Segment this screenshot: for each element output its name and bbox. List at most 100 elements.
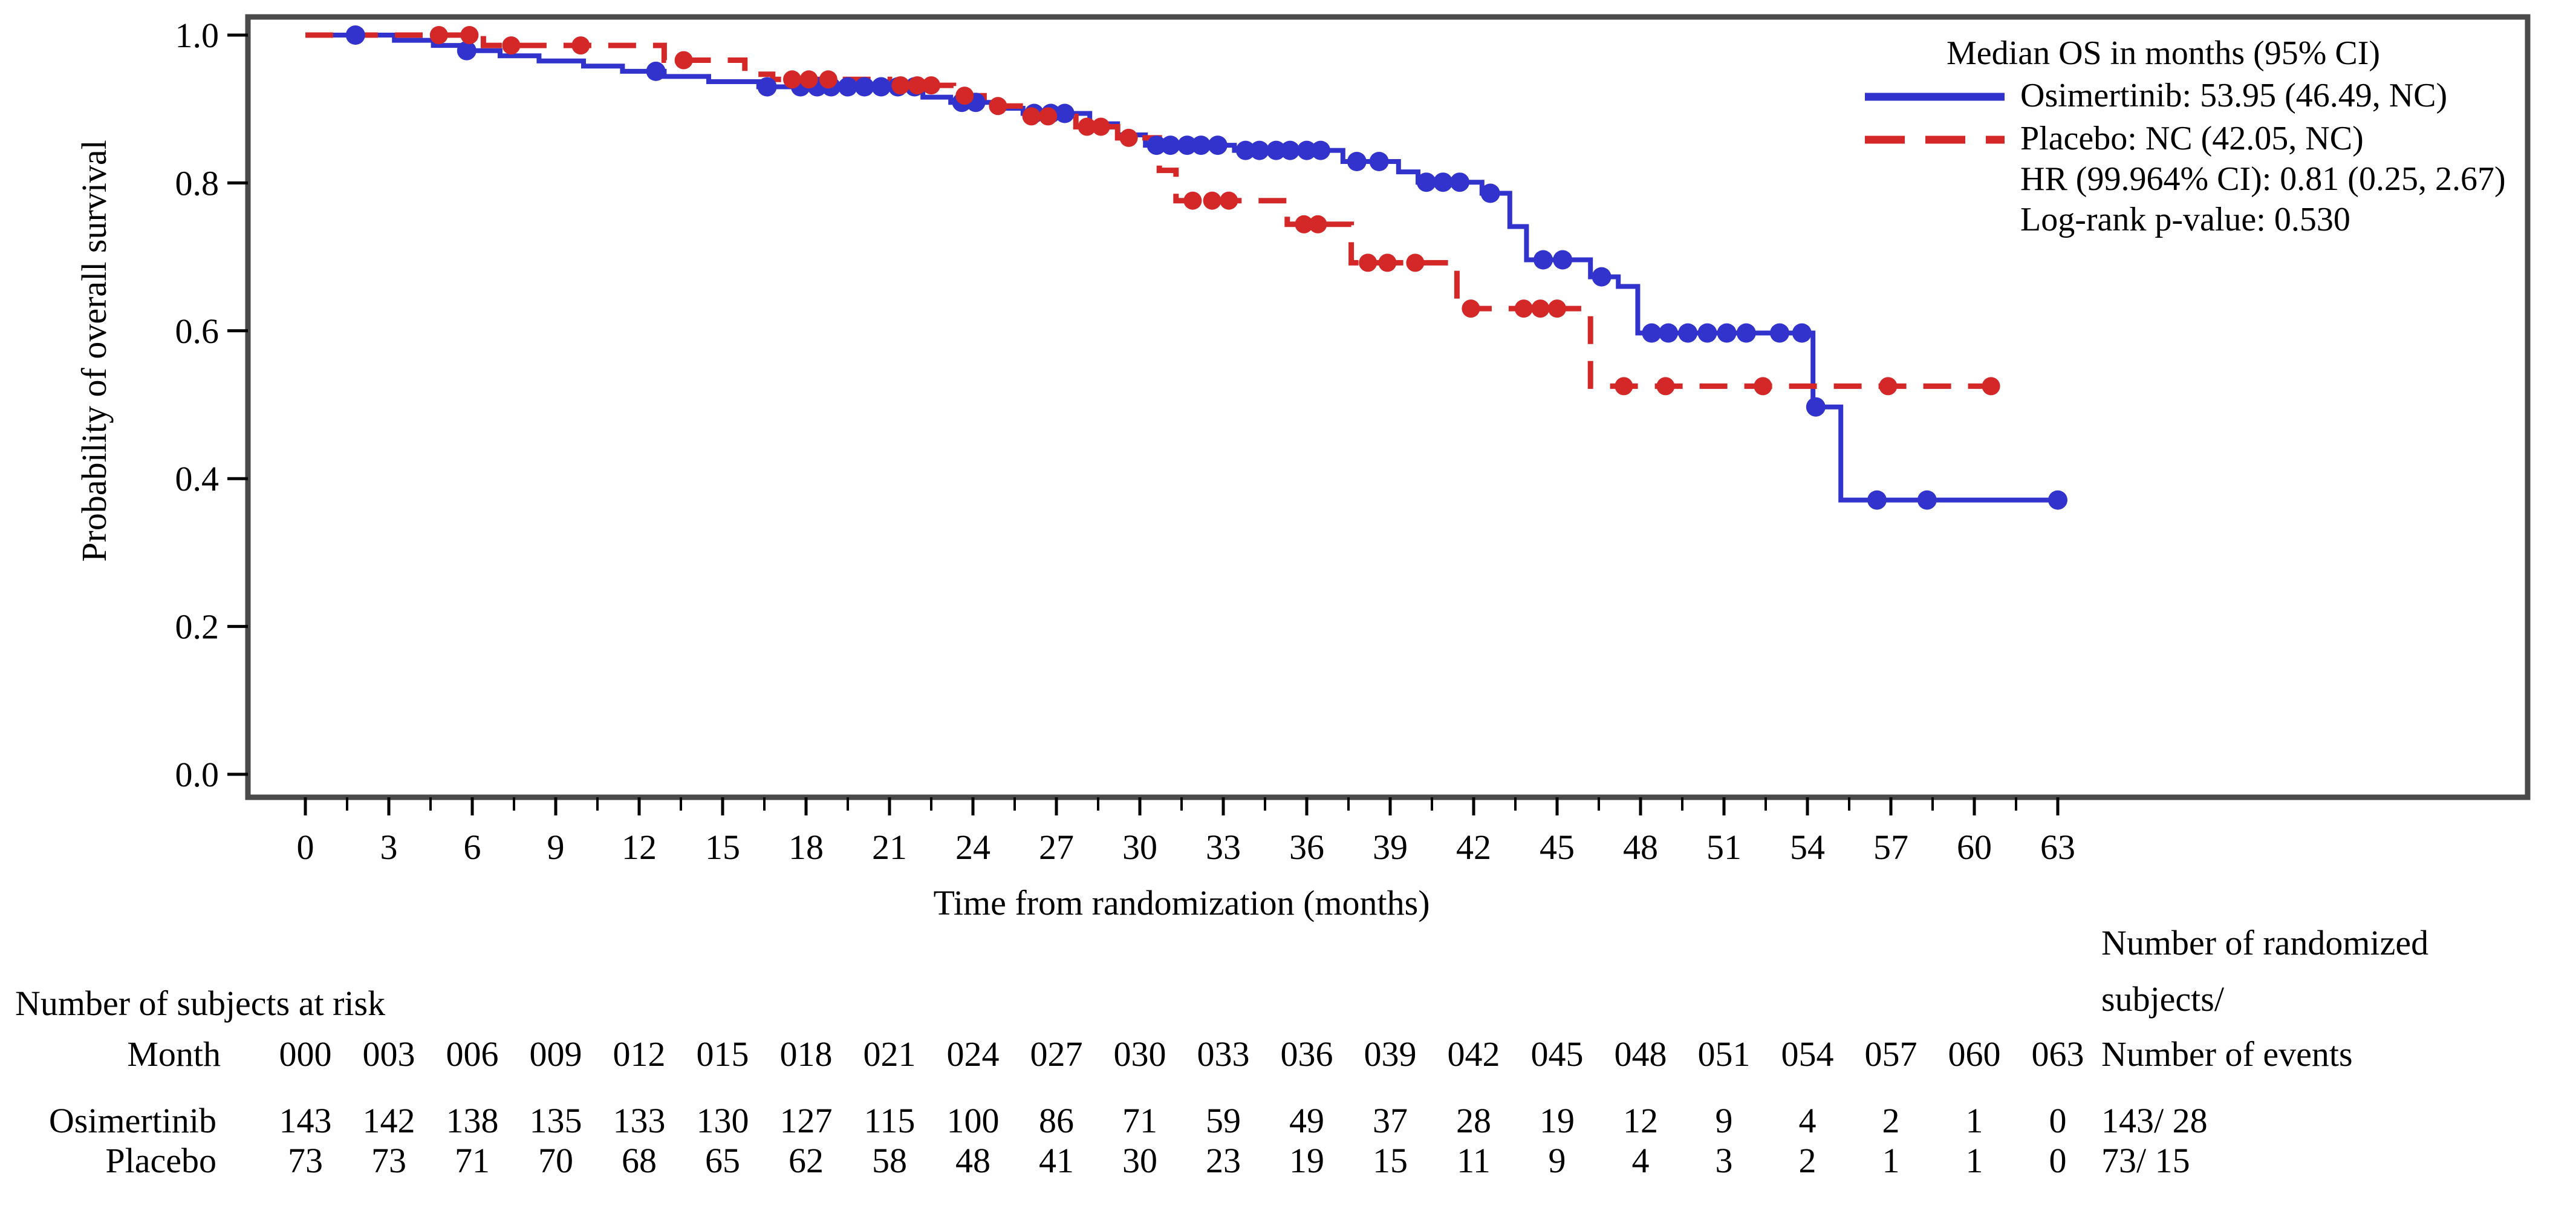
x-tick-label: 54 <box>1790 828 1825 867</box>
risk-count-osimertinib: 0 <box>2049 1101 2067 1140</box>
y-tick-label: 0.6 <box>175 312 220 351</box>
risk-month-value: 045 <box>1531 1034 1584 1074</box>
risk-month-value: 024 <box>947 1034 1000 1074</box>
placebo-censor-mark <box>1514 299 1533 318</box>
placebo-censor-mark <box>1982 377 2000 396</box>
risk-count-osimertinib: 19 <box>1540 1101 1575 1140</box>
plot-frame-layer <box>245 14 2531 800</box>
osimertinib-censor-mark <box>1235 140 1255 160</box>
risk-count-osimertinib: 49 <box>1289 1101 1324 1140</box>
placebo-censor-mark <box>1220 191 1238 210</box>
risk-count-osimertinib: 138 <box>446 1101 499 1140</box>
risk-count-osimertinib: 127 <box>780 1101 833 1140</box>
risk-count-placebo: 1 <box>1882 1141 1900 1180</box>
placebo-censor-mark <box>989 97 1007 116</box>
risk-count-placebo: 23 <box>1206 1141 1241 1180</box>
osimertinib-censor-mark <box>1433 172 1453 192</box>
x-tick-label: 57 <box>1873 828 1908 867</box>
x-tick-label: 27 <box>1039 828 1074 867</box>
risk-count-osimertinib: 133 <box>613 1101 666 1140</box>
osimertinib-censor-mark <box>871 77 891 97</box>
risk-count-placebo: 4 <box>1632 1141 1650 1180</box>
risk-count-osimertinib: 4 <box>1799 1101 1817 1140</box>
risk-count-osimertinib: 130 <box>697 1101 749 1140</box>
placebo-censor-mark <box>674 51 693 70</box>
x-tick-label: 6 <box>464 828 481 867</box>
x-tick-label: 33 <box>1206 828 1241 867</box>
y-tick-label: 0.8 <box>175 163 220 203</box>
risk-count-osimertinib: 28 <box>1456 1101 1491 1140</box>
x-tick-label: 30 <box>1122 828 1157 867</box>
placebo-censor-mark <box>891 76 910 95</box>
risk-month-value: 015 <box>697 1034 749 1074</box>
risk-table-header: Number of subjects at risk <box>15 984 385 1023</box>
risk-count-placebo: 70 <box>538 1141 573 1180</box>
osimertinib-censor-mark <box>1055 103 1075 123</box>
risk-month-value: 048 <box>1615 1034 1667 1074</box>
risk-count-placebo: 3 <box>1716 1141 1733 1180</box>
annotation-logrank-pvalue: Log-rank p-value: 0.530 <box>2020 201 2350 238</box>
risk-count-placebo: 71 <box>455 1141 490 1180</box>
osimertinib-censor-mark <box>646 61 666 81</box>
risk-month-value: 051 <box>1698 1034 1751 1074</box>
osimertinib-censor-mark <box>1792 323 1812 343</box>
risk-month-value: 000 <box>279 1034 332 1074</box>
osimertinib-censor-mark <box>345 25 365 45</box>
osimertinib-censor-mark <box>1311 140 1330 160</box>
x-tick-label: 21 <box>872 828 907 867</box>
risk-row-total-placebo: 73/ 15 <box>2101 1141 2190 1180</box>
risk-count-osimertinib: 115 <box>864 1101 916 1140</box>
risk-table-right-header-line3: Number of events <box>2101 1034 2353 1074</box>
placebo-censor-mark <box>1039 107 1058 126</box>
placebo-censor-mark <box>783 70 801 89</box>
x-tick-label: 39 <box>1373 828 1408 867</box>
x-tick-label: 18 <box>789 828 824 867</box>
risk-month-value: 036 <box>1281 1034 1333 1074</box>
risk-count-placebo: 30 <box>1122 1141 1157 1180</box>
axes-layer: 1.00.80.60.40.20.00 3 6 9 12 15 18 21 24 27 30 33 36… <box>175 16 2076 867</box>
risk-count-osimertinib: 135 <box>530 1101 582 1140</box>
osimertinib-censor-mark <box>757 77 777 97</box>
risk-month-value: 009 <box>530 1034 582 1074</box>
legend-label-placebo: Placebo: NC (42.05, NC) <box>2020 120 2364 157</box>
placebo-censor-mark <box>908 76 926 95</box>
osimertinib-censor-mark <box>1266 140 1286 160</box>
osimertinib-censor-mark <box>1867 490 1887 510</box>
osimertinib-censor-mark <box>1249 140 1269 160</box>
placebo-censor-mark <box>571 36 590 55</box>
osimertinib-censor-mark <box>1480 183 1500 203</box>
osimertinib-censor-mark <box>1450 172 1469 192</box>
x-tick-label: 0 <box>297 828 314 867</box>
risk-count-osimertinib: 86 <box>1039 1101 1074 1140</box>
osimertinib-censor-mark <box>1297 140 1316 160</box>
risk-count-osimertinib: 12 <box>1623 1101 1658 1140</box>
placebo-censor-mark <box>1119 128 1138 147</box>
y-tick-label: 0.2 <box>175 607 220 647</box>
risk-count-placebo: 1 <box>1966 1141 1983 1180</box>
osimertinib-censor-mark <box>2048 490 2067 510</box>
risk-count-placebo: 19 <box>1289 1141 1324 1180</box>
legend-label-osimertinib: Osimertinib: 53.95 (46.49, NC) <box>2020 77 2447 114</box>
placebo-censor-mark <box>1091 117 1110 136</box>
risk-count-osimertinib: 71 <box>1122 1101 1157 1140</box>
risk-month-value: 021 <box>864 1034 916 1074</box>
risk-count-osimertinib: 2 <box>1882 1101 1900 1140</box>
osimertinib-censor-mark <box>1553 250 1573 270</box>
risk-count-placebo: 73 <box>288 1141 323 1180</box>
x-tick-label: 3 <box>380 828 398 867</box>
risk-row-label-osimertinib: Osimertinib <box>49 1101 216 1140</box>
placebo-censor-mark <box>1462 299 1480 318</box>
y-tick-label: 1.0 <box>175 16 220 55</box>
risk-row-label-placebo: Placebo <box>105 1141 216 1180</box>
risk-count-osimertinib: 37 <box>1373 1101 1408 1140</box>
placebo-censor-mark <box>1309 215 1327 233</box>
placebo-censor-mark <box>460 26 479 44</box>
y-tick-label: 0.0 <box>175 755 220 794</box>
risk-month-value: 027 <box>1030 1034 1083 1074</box>
x-tick-label: 60 <box>1957 828 1992 867</box>
x-tick-label: 51 <box>1706 828 1742 867</box>
risk-month-value: 006 <box>446 1034 499 1074</box>
risk-table-right-header-line1: Number of randomized <box>2101 923 2428 962</box>
osimertinib-censor-mark <box>1917 490 1937 510</box>
